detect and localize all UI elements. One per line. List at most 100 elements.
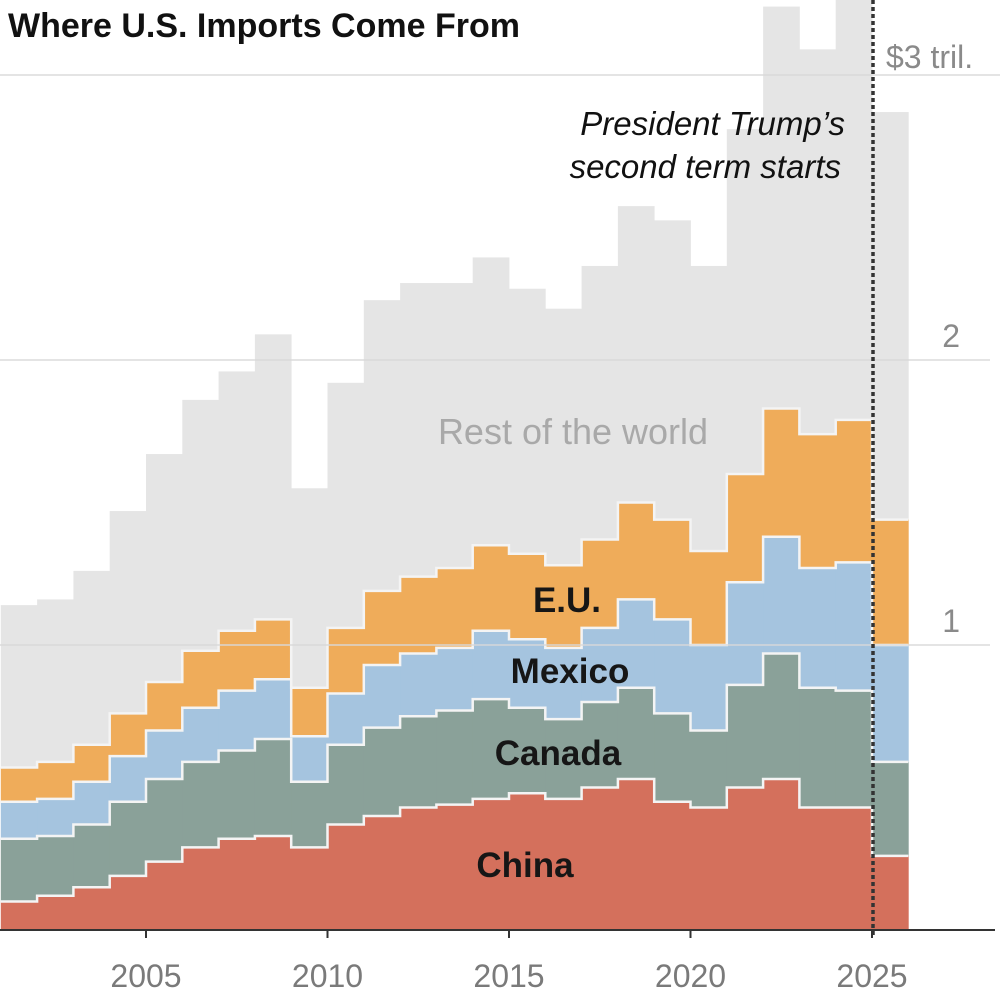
bar-mexico-2014 [472,630,510,700]
bar-rest-of-the-world-2015 [509,288,546,554]
bar-rest-of-the-world-2013 [436,283,474,569]
bar-rest-of-the-world-2019 [654,220,691,520]
edge-mexico [0,535,909,803]
bar-mexico-2011 [363,664,401,728]
bar-canada-2009 [291,781,328,848]
bar-mexico-2021 [726,582,764,685]
bar-canada-2018 [617,687,655,779]
bar-e-u-2017 [581,539,619,628]
bar-china-2003 [73,887,111,930]
bar-canada-2024 [835,690,873,808]
edge-canada [0,652,909,841]
bar-mexico-2013 [436,647,474,711]
bar-e-u-2010 [327,627,365,694]
bar-rest-of-the-world-2012 [400,283,437,577]
bar-canada-2025 [872,761,909,856]
bar-canada-2007 [218,750,256,839]
bar-mexico-2016 [545,647,582,720]
bar-china-2020 [690,807,728,930]
bar-e-u-2005 [146,682,183,731]
bar-canada-2010 [327,744,365,825]
bar-canada-2011 [363,727,401,816]
bar-china-2010 [327,824,365,930]
bar-e-u-2021 [726,474,764,583]
bar-china-2008 [254,835,292,930]
bar-china-2006 [182,847,219,930]
bar-e-u-2022 [763,408,800,537]
series-china [0,778,909,930]
bar-rest-of-the-world-2001 [0,605,38,768]
bar-mexico-2008 [254,679,292,740]
bar-china-2024 [835,807,873,930]
edge-e-u [0,407,909,769]
x-axis [0,929,995,938]
bar-china-2019 [654,801,691,930]
bar-china-2025 [872,855,909,930]
bar-e-u-2003 [73,744,111,782]
edge-china [0,777,909,903]
x-tick-label-2025: 2025 [836,958,907,994]
y-tick-label-3: $3 tril. [886,39,973,75]
bar-mexico-2019 [654,619,691,714]
bar-china-2001 [0,901,38,930]
bar-mexico-2004 [109,756,147,802]
bar-rest-of-the-world-2003 [73,570,111,745]
bar-china-2021 [726,787,764,930]
bar-rest-of-the-world-2022 [763,6,800,409]
bar-mexico-2007 [218,690,256,751]
bar-mexico-2020 [690,645,728,731]
bar-mexico-2023 [799,568,837,688]
bar-canada-2023 [799,687,837,808]
bar-rest-of-the-world-2021 [726,129,764,474]
series-label-mexico: Mexico [511,652,630,691]
bar-china-2005 [146,861,183,930]
bar-canada-2006 [182,761,219,848]
bar-rest-of-the-world-2020 [690,265,728,551]
bar-e-u-2019 [654,519,691,620]
bar-e-u-2015 [509,553,546,640]
bar-china-2017 [581,787,619,930]
annotation-line-2: second term starts [570,148,841,185]
bar-mexico-2025 [872,645,909,762]
bar-canada-2014 [472,699,510,799]
series-label-rest-of-world: Rest of the world [438,411,708,452]
bar-canada-2013 [436,710,474,805]
bar-rest-of-the-world-2017 [581,265,619,540]
bar-rest-of-the-world-2011 [363,300,401,591]
bar-mexico-2012 [400,653,437,717]
bar-canada-2002 [37,835,74,896]
bar-china-2018 [617,778,655,930]
bar-rest-of-the-world-2023 [799,49,837,435]
annotation-line-1: President Trump’s [580,105,845,142]
bar-mexico-2010 [327,693,365,745]
bar-rest-of-the-world-2009 [291,488,328,688]
bar-china-2012 [400,807,437,930]
chart-title: Where U.S. Imports Come From [8,7,520,45]
series-canada [0,653,909,902]
x-tick-label-2020: 2020 [655,958,726,994]
bar-mexico-2003 [73,781,111,825]
bar-rest-of-the-world-2002 [37,599,74,762]
y-tick-label-1: 1 [942,603,960,639]
bar-china-2009 [291,847,328,930]
bar-canada-2015 [509,707,546,794]
bar-canada-2019 [654,713,691,802]
bar-mexico-2006 [182,707,219,762]
bar-canada-2005 [146,778,183,862]
bar-china-2014 [472,798,510,930]
bar-e-u-2018 [617,502,655,600]
bar-e-u-2016 [545,565,582,648]
bar-mexico-2001 [0,801,38,839]
bar-e-u-2007 [218,630,256,691]
bar-e-u-2024 [835,419,873,563]
bar-canada-2008 [254,739,292,836]
series-label-eu: E.U. [533,581,601,620]
bars-layer [0,0,909,930]
bar-china-2016 [545,798,582,930]
bar-e-u-2008 [254,619,292,680]
bar-canada-2012 [400,716,437,808]
bar-e-u-2013 [436,568,474,648]
bar-mexico-2005 [146,730,183,779]
bar-e-u-2002 [37,761,74,799]
y-tick-label-2: 2 [942,318,960,354]
